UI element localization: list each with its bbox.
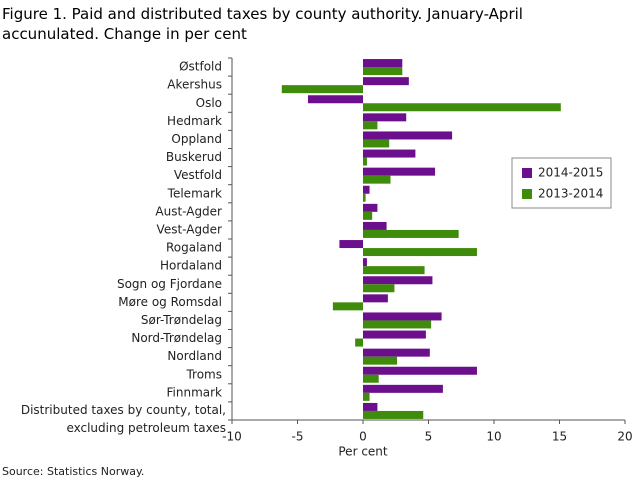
bar bbox=[363, 402, 378, 411]
bar bbox=[363, 374, 379, 383]
x-tick-label: 10 bbox=[486, 430, 501, 444]
y-tick-label: Akershus bbox=[167, 78, 222, 92]
bar bbox=[363, 320, 432, 329]
bar bbox=[363, 131, 453, 140]
y-tick-label: Rogaland bbox=[166, 241, 222, 255]
legend-label: 2013-2014 bbox=[538, 187, 603, 201]
bar bbox=[307, 95, 363, 104]
bar bbox=[363, 157, 367, 166]
bar bbox=[332, 302, 363, 311]
y-tick-label: Vestfold bbox=[174, 168, 222, 182]
bar bbox=[363, 248, 477, 257]
legend-swatch bbox=[522, 189, 532, 199]
bar bbox=[363, 203, 378, 212]
bar bbox=[363, 410, 424, 419]
bar bbox=[363, 221, 387, 230]
bar bbox=[363, 139, 390, 148]
bar bbox=[363, 348, 430, 357]
bar bbox=[363, 149, 416, 158]
y-tick-label: Oppland bbox=[171, 132, 222, 146]
legend-box bbox=[511, 157, 612, 209]
bar bbox=[363, 175, 391, 184]
x-tick-label: 15 bbox=[552, 430, 567, 444]
source: Source: Statistics Norway. bbox=[2, 465, 144, 478]
y-tick-label: Troms bbox=[185, 367, 222, 381]
y-tick-label: Distributed taxes by county, total, exclu… bbox=[21, 402, 226, 434]
bar bbox=[363, 59, 403, 68]
bar bbox=[363, 185, 370, 194]
y-tick-label: Østfold bbox=[179, 60, 222, 74]
y-tick-label: Sør-Trøndelag bbox=[141, 313, 222, 327]
y-tick-label: Hordaland bbox=[160, 259, 222, 273]
y-tick-label: Sogn og Fjordane bbox=[117, 277, 222, 291]
bar bbox=[363, 384, 443, 393]
x-tick-label: 5 bbox=[425, 430, 433, 444]
x-axis-label: Per cent bbox=[338, 445, 388, 459]
y-tick-label: Oslo bbox=[196, 96, 222, 110]
bar bbox=[363, 113, 407, 122]
bar bbox=[363, 193, 366, 202]
bar bbox=[363, 167, 436, 176]
bar bbox=[363, 258, 367, 267]
bar bbox=[363, 67, 403, 76]
bar bbox=[363, 211, 373, 220]
y-tick-label: Hedmark bbox=[167, 114, 222, 128]
bar bbox=[363, 77, 409, 86]
y-tick-label: Møre og Romsdal bbox=[118, 295, 222, 309]
x-tick-label: -5 bbox=[292, 430, 304, 444]
x-tick-label: -10 bbox=[222, 430, 242, 444]
bar bbox=[363, 356, 398, 365]
y-tick-label: Finnmark bbox=[167, 385, 223, 399]
bar bbox=[363, 312, 442, 321]
legend-label: 2014-2015 bbox=[538, 166, 603, 180]
bar bbox=[339, 240, 363, 249]
bar bbox=[363, 284, 395, 293]
y-tick-label: Aust-Agder bbox=[155, 204, 222, 218]
y-tick-label: Nord-Trøndelag bbox=[131, 331, 222, 345]
y-tick-label: Nordland bbox=[167, 349, 222, 363]
bar bbox=[363, 392, 370, 401]
bar bbox=[355, 338, 363, 347]
y-tick-label: Vest-Agder bbox=[157, 222, 223, 236]
x-tick-label: 0 bbox=[359, 430, 367, 444]
bar bbox=[363, 366, 477, 375]
bar bbox=[363, 266, 425, 275]
y-tick-label: Telemark bbox=[167, 186, 222, 200]
bar bbox=[363, 103, 561, 112]
y-tick-label: Buskerud bbox=[166, 150, 222, 164]
bar bbox=[363, 229, 459, 238]
bar bbox=[363, 294, 388, 303]
x-tick-label: 20 bbox=[617, 430, 632, 444]
chart-title: Figure 1. Paid and distributed taxes by … bbox=[2, 5, 523, 43]
bar bbox=[281, 85, 363, 94]
bar bbox=[363, 121, 378, 130]
bar bbox=[363, 330, 426, 339]
bar bbox=[363, 276, 433, 285]
legend-swatch bbox=[522, 168, 532, 178]
